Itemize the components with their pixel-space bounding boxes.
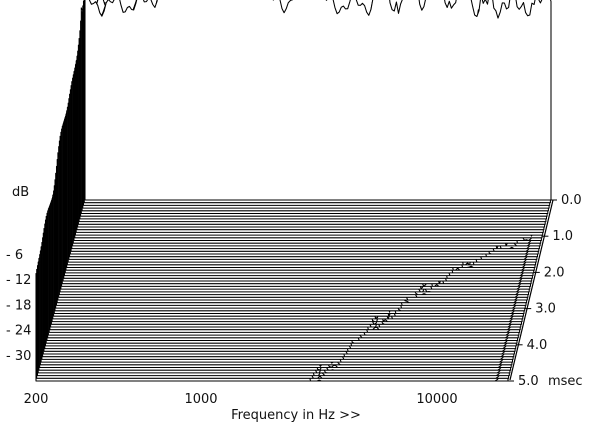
db-tick-label: - 24 — [6, 324, 31, 339]
spectrum-slice — [84, 0, 552, 201]
chart-labels: dB Frequency in Hz >> — [12, 185, 361, 423]
y-axis-label: dB — [12, 185, 29, 200]
db-tick-label: - 12 — [6, 273, 31, 288]
db-tick-label: - 30 — [6, 349, 31, 364]
db-tick-label: - 18 — [6, 298, 31, 313]
db-tick-label: - 6 — [6, 248, 23, 263]
time-tick-label: 0.0 — [561, 193, 582, 208]
frequency-tick-labels: 200 1000 10000 — [24, 392, 458, 407]
time-tick-label: 4.0 — [527, 338, 548, 353]
db-tick-labels: - 6 - 12 - 18 - 24 - 30 — [6, 248, 31, 364]
cumulative-spectral-decay-slices — [35, 0, 552, 382]
time-tick-label: 1.0 — [552, 229, 573, 244]
time-tick-label: 5.0 — [518, 374, 539, 389]
time-tick-labels: 0.0 1.0 2.0 3.0 4.0 5.0 msec — [508, 193, 583, 389]
time-tick-label: 3.0 — [535, 302, 556, 317]
time-unit-label: msec — [548, 374, 583, 389]
time-axis-line — [509, 199, 554, 381]
x-axis-label: Frequency in Hz >> — [231, 408, 361, 423]
chart-axes — [509, 199, 554, 381]
frequency-tick-label: 1000 — [184, 392, 217, 407]
frequency-tick-label: 10000 — [416, 392, 457, 407]
time-tick-label: 2.0 — [544, 265, 565, 280]
frequency-tick-label: 200 — [24, 392, 49, 407]
